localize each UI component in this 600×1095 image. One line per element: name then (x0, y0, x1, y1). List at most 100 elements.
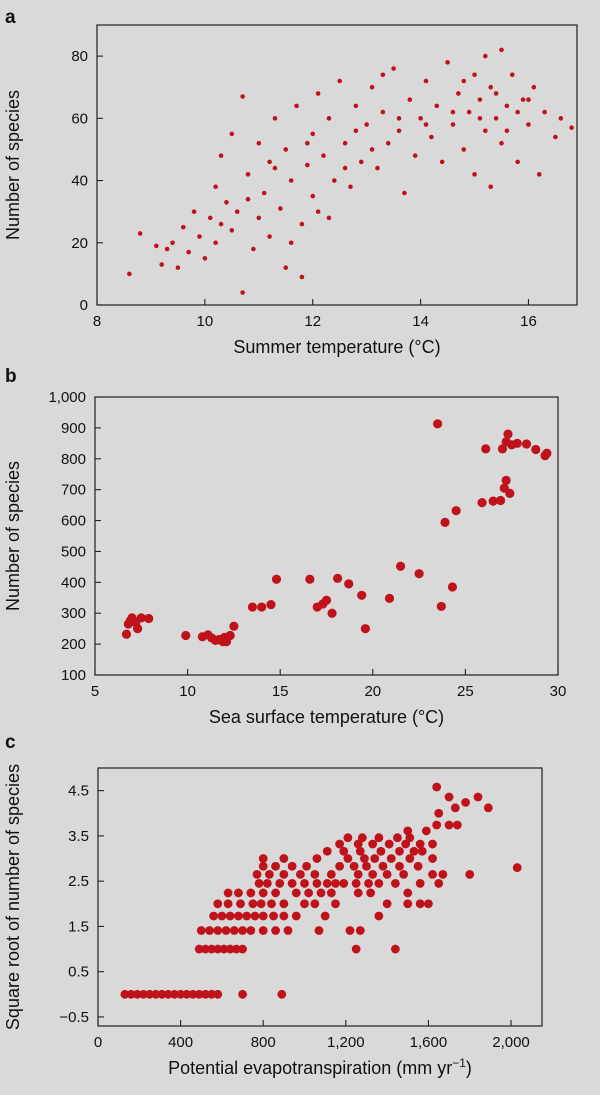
data-point (245, 196, 251, 202)
data-point (234, 209, 240, 214)
data-point (327, 608, 337, 618)
data-point (428, 854, 437, 863)
x-tick-label: 15 (272, 683, 289, 700)
data-point (194, 944, 204, 954)
data-point (132, 989, 142, 999)
data-point (370, 854, 380, 863)
data-point (283, 926, 293, 935)
data-point (258, 854, 268, 863)
data-point (345, 926, 355, 935)
data-point (483, 128, 488, 134)
data-point (531, 444, 541, 455)
data-point (418, 116, 423, 121)
x-tick-label: 5 (91, 683, 99, 700)
data-point (326, 869, 336, 879)
data-point (242, 911, 252, 921)
data-point (505, 488, 515, 498)
data-point (456, 91, 461, 96)
data-point (342, 165, 348, 171)
x-tick-label: 30 (550, 683, 567, 700)
data-point (360, 624, 370, 634)
data-point (223, 899, 233, 909)
data-point (360, 854, 369, 863)
data-point (374, 911, 384, 921)
data-point (424, 899, 433, 909)
data-point (461, 78, 467, 84)
data-point (407, 97, 413, 102)
data-point (515, 109, 520, 115)
data-point (337, 78, 342, 84)
data-point (271, 861, 280, 871)
data-point (428, 839, 437, 849)
x-tick-label: 800 (251, 1034, 276, 1051)
data-point (495, 495, 506, 506)
data-point (382, 899, 392, 909)
data-point (278, 206, 283, 211)
data-point (542, 448, 552, 458)
x-tick-label: 0 (94, 1034, 102, 1051)
data-point (266, 599, 276, 610)
data-point (229, 621, 239, 631)
data-point (287, 861, 297, 871)
data-point (396, 128, 402, 134)
data-point (310, 193, 316, 199)
data-point (390, 944, 400, 954)
panel-letter: a (5, 7, 16, 28)
data-point (385, 140, 391, 146)
data-point (382, 869, 392, 879)
data-point (434, 103, 440, 109)
data-point (450, 122, 456, 127)
data-point (461, 147, 467, 152)
data-point (145, 989, 155, 999)
data-point (520, 97, 526, 102)
data-point (440, 517, 450, 528)
data-point (353, 128, 359, 134)
data-point (269, 911, 278, 921)
y-tick-label: 500 (61, 543, 86, 560)
data-point (434, 808, 444, 818)
plot-frame (96, 24, 578, 306)
data-point (219, 944, 229, 954)
data-point (234, 911, 243, 921)
data-point (267, 159, 272, 165)
data-point (351, 944, 361, 954)
data-point (236, 899, 245, 909)
data-point (170, 240, 175, 246)
data-point (261, 190, 267, 196)
data-point (343, 854, 353, 863)
data-point (326, 116, 332, 121)
data-point (207, 944, 216, 954)
y-tick-label: 300 (61, 605, 86, 622)
data-point (194, 989, 204, 999)
y-tick-label: 60 (71, 110, 88, 127)
data-point (339, 879, 349, 888)
data-point (429, 134, 434, 140)
data-point (176, 989, 186, 999)
data-point (218, 221, 224, 227)
data-point (366, 888, 375, 898)
data-point (357, 590, 367, 600)
x-tick-label: 20 (364, 683, 381, 700)
data-point (271, 574, 282, 584)
data-point (275, 879, 285, 888)
data-point (144, 613, 154, 624)
data-point (213, 899, 223, 909)
y-tick-label: −0.5 (59, 1009, 89, 1026)
y-axis-title: Square root of number of species (3, 764, 23, 1030)
x-tick-label: 16 (520, 313, 537, 330)
data-point (287, 879, 297, 888)
data-point (353, 103, 359, 109)
data-point (299, 274, 305, 280)
data-point (139, 989, 148, 999)
data-point (384, 593, 395, 603)
panel-a: a 8 10 12 14 16 0 20 40 60 80 Summer temperature (°… (3, 7, 578, 357)
data-point (331, 899, 340, 909)
data-point (294, 103, 299, 109)
data-point (272, 165, 278, 171)
data-point (374, 833, 384, 843)
data-point (213, 926, 223, 935)
data-point (200, 944, 210, 954)
data-point (515, 159, 520, 165)
data-point (447, 582, 458, 592)
data-point (531, 84, 537, 90)
